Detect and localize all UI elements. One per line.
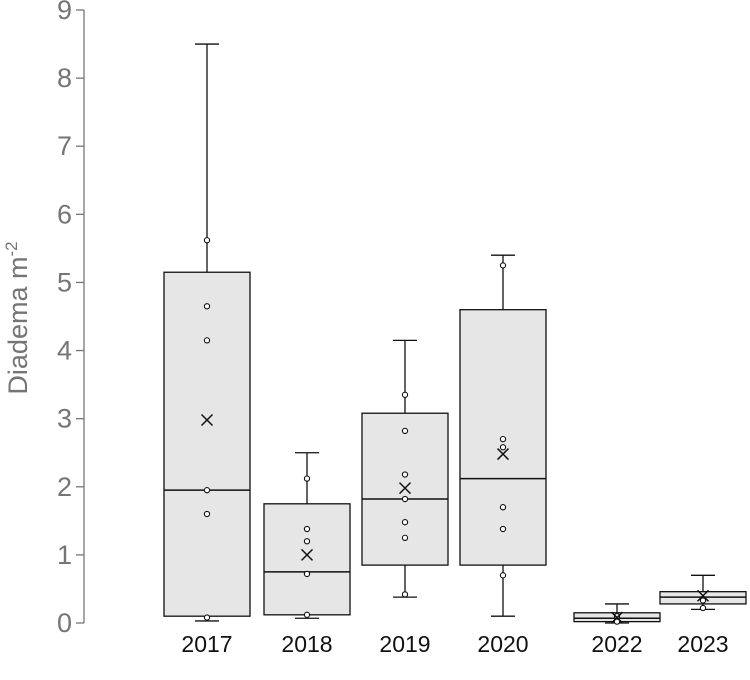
data-point (303, 475, 311, 482)
interquartile-box (263, 503, 351, 616)
box-2020 (459, 254, 547, 617)
box-2019 (361, 339, 449, 598)
y-tick-label: 8 (57, 63, 72, 93)
mean-marker (696, 589, 710, 602)
mean-marker-stroke (300, 548, 314, 561)
box-2018 (263, 452, 351, 619)
data-point (401, 591, 409, 598)
data-point (499, 444, 507, 451)
data-point (303, 570, 311, 578)
y-axis-label-superscript: -2 (2, 241, 21, 256)
mean-marker-stroke (610, 611, 624, 624)
y-tick-label: 3 (57, 404, 72, 434)
mean-marker-stroke (398, 482, 412, 495)
data-point (203, 510, 211, 518)
data-point (699, 597, 707, 604)
y-axis-label: Diadema m-2 (2, 241, 33, 394)
data-point (401, 391, 409, 398)
mean-marker-stroke (496, 448, 510, 461)
box-2022 (573, 603, 661, 625)
x-tick-label-2018: 2018 (281, 631, 332, 657)
data-point (203, 237, 211, 244)
y-axis-label-main: Diadema m (3, 257, 33, 395)
data-point (499, 504, 507, 511)
y-tick-label: 4 (57, 336, 72, 366)
data-point (499, 525, 507, 533)
box-2017 (163, 43, 251, 622)
y-tick-label: 6 (57, 199, 72, 229)
data-point (401, 495, 409, 503)
mean-marker (200, 413, 214, 427)
data-point (401, 519, 409, 526)
data-point (499, 262, 507, 269)
x-tick-label-2020: 2020 (477, 631, 528, 657)
mean-marker (398, 482, 412, 495)
y-tick-label: 2 (57, 472, 72, 502)
data-point (303, 611, 311, 618)
x-tick-label-2019: 2019 (379, 631, 430, 657)
data-point (401, 427, 409, 435)
data-point (203, 303, 211, 310)
y-tick-label: 5 (57, 267, 72, 297)
plot-area (163, 43, 747, 625)
mean-marker (496, 448, 510, 461)
data-point (203, 337, 211, 344)
data-point (203, 614, 211, 621)
data-point (699, 604, 707, 612)
data-point (499, 572, 507, 579)
interquartile-box (163, 271, 251, 617)
mean-marker (610, 611, 624, 624)
box-2023 (659, 574, 747, 612)
y-tick-label: 0 (57, 608, 72, 638)
y-tick-label: 7 (57, 131, 72, 161)
data-point (499, 435, 507, 443)
x-tick-label-2017: 2017 (181, 631, 232, 657)
x-tick-label-2022: 2022 (591, 631, 642, 657)
y-axis: 0 1 2 3 4 5 6 7 8 9 (57, 0, 85, 638)
x-tick-label-2023: 2023 (677, 631, 728, 657)
mean-marker-stroke (696, 589, 710, 602)
data-point (203, 487, 211, 494)
data-point (401, 471, 409, 478)
x-axis: 2017 2018 2019 2020 2022 2023 (181, 631, 728, 657)
y-tick-label: 9 (57, 0, 72, 25)
data-point (401, 534, 409, 542)
mean-marker-stroke (200, 413, 214, 427)
y-tick-label: 1 (57, 540, 72, 570)
mean-marker (300, 548, 314, 561)
data-point (613, 613, 621, 620)
data-point (303, 525, 311, 533)
data-point (303, 538, 311, 545)
